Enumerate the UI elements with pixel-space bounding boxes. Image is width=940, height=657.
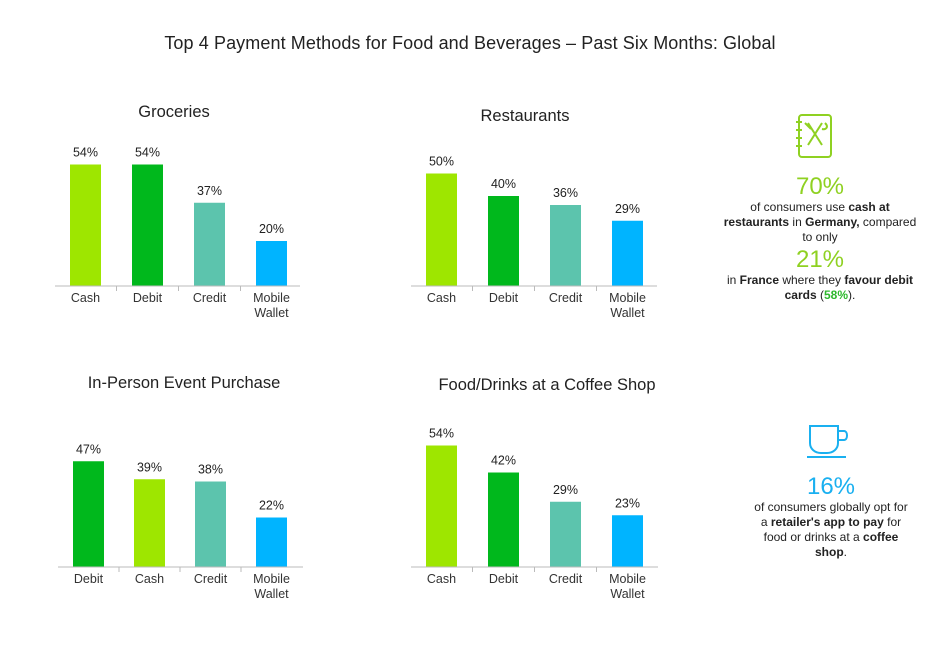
category-label: Debit xyxy=(133,291,163,305)
category-label: Credit xyxy=(549,291,583,305)
category-label: Cash xyxy=(135,572,164,586)
stat-coffee-segment: of consumers globally opt for a xyxy=(754,500,908,529)
bar-cash xyxy=(426,173,457,286)
stat-france-segment: ). xyxy=(848,288,856,302)
stat-16-percent: 16% xyxy=(806,473,856,500)
chart-title-groceries: Groceries xyxy=(138,103,210,121)
category-label: Credit xyxy=(194,572,228,586)
stat-21-percent: 21% xyxy=(795,246,845,273)
data-label: 40% xyxy=(491,177,516,191)
stat-coffee-segment: for food or drinks at a xyxy=(763,515,902,544)
bar-mobile-wallet xyxy=(612,220,643,286)
chart-title-coffee: Food/Drinks at a Coffee Shop xyxy=(438,376,656,394)
category-label: Wallet xyxy=(254,587,289,601)
stat-france-text: in France where they favour debit cards … xyxy=(720,273,920,303)
data-label: 39% xyxy=(137,460,162,474)
category-label: Cash xyxy=(71,291,100,305)
category-label: Debit xyxy=(489,572,519,586)
category-label: Wallet xyxy=(254,306,289,320)
stat-restaurant-segment: of consumers use xyxy=(750,200,849,214)
data-label: 54% xyxy=(429,427,454,441)
bar-credit xyxy=(550,501,581,567)
category-label: Wallet xyxy=(610,587,645,601)
stat-restaurant-segment: cash at restaurants xyxy=(723,200,890,229)
page-title: Top 4 Payment Methods for Food and Bever… xyxy=(164,33,776,53)
category-label: Wallet xyxy=(610,306,645,320)
menu-fork-knife-icon xyxy=(795,113,835,164)
data-label: 20% xyxy=(259,222,284,236)
category-label: Mobile xyxy=(609,291,646,305)
stat-france-segment: in xyxy=(726,273,740,287)
stat-restaurant-segment: compared to only xyxy=(802,215,917,244)
category-label: Mobile xyxy=(253,291,290,305)
stat-france-segment: ( xyxy=(816,288,824,302)
data-label: 36% xyxy=(553,186,578,200)
data-label: 29% xyxy=(553,483,578,497)
bar-mobile-wallet xyxy=(256,241,287,286)
stat-restaurant-text: of consumers use cash at restaurants in … xyxy=(720,200,920,245)
coffee-cup-icon xyxy=(806,423,854,464)
stat-restaurant: 70% of consumers use cash at restaurants… xyxy=(720,174,920,303)
stat-restaurant-segment: in xyxy=(789,215,806,229)
data-label: 37% xyxy=(197,184,222,198)
bar-cash xyxy=(70,164,101,286)
data-label: 29% xyxy=(615,202,640,216)
category-label: Credit xyxy=(193,291,227,305)
bar-debit xyxy=(132,164,163,286)
data-label: 47% xyxy=(76,442,101,456)
bar-debit xyxy=(488,196,519,286)
chart-title-event: In-Person Event Purchase xyxy=(87,374,281,392)
data-label: 23% xyxy=(615,496,640,510)
data-label: 50% xyxy=(429,155,454,169)
chart-title-restaurants: Restaurants xyxy=(480,107,570,125)
stat-coffee-text: of consumers globally opt for a retailer… xyxy=(731,500,931,560)
data-label: 38% xyxy=(198,463,223,477)
category-label: Mobile xyxy=(609,572,646,586)
category-label: Mobile xyxy=(253,572,290,586)
bar-mobile-wallet xyxy=(612,515,643,567)
stat-france-segment: 58% xyxy=(824,288,849,302)
category-label: Debit xyxy=(74,572,104,586)
bar-debit xyxy=(488,472,519,567)
bar-credit xyxy=(550,205,581,286)
bar-cash xyxy=(134,479,165,567)
data-label: 54% xyxy=(73,146,98,160)
stat-france-segment: where they xyxy=(779,273,845,287)
category-label: Credit xyxy=(549,572,583,586)
bar-cash xyxy=(426,445,457,567)
stat-coffee: 16% of consumers globally opt for a reta… xyxy=(731,474,931,560)
stat-restaurant-segment: Germany, xyxy=(805,215,860,229)
data-label: 54% xyxy=(135,146,160,160)
stat-france-segment: favour debit cards xyxy=(784,273,914,302)
bar-mobile-wallet xyxy=(256,517,287,567)
data-label: 22% xyxy=(259,499,284,513)
stat-coffee-segment: coffee shop xyxy=(814,530,899,559)
category-label: Debit xyxy=(489,291,519,305)
stat-coffee-segment: retailer's app to pay xyxy=(770,515,884,529)
stat-70-percent: 70% xyxy=(795,173,845,200)
bar-debit xyxy=(73,461,104,567)
category-label: Cash xyxy=(427,572,456,586)
bar-credit xyxy=(194,202,225,286)
stat-coffee-segment: . xyxy=(843,545,847,559)
bar-credit xyxy=(195,481,226,567)
category-label: Cash xyxy=(427,291,456,305)
data-label: 42% xyxy=(491,454,516,468)
stat-france-segment: France xyxy=(739,273,779,287)
